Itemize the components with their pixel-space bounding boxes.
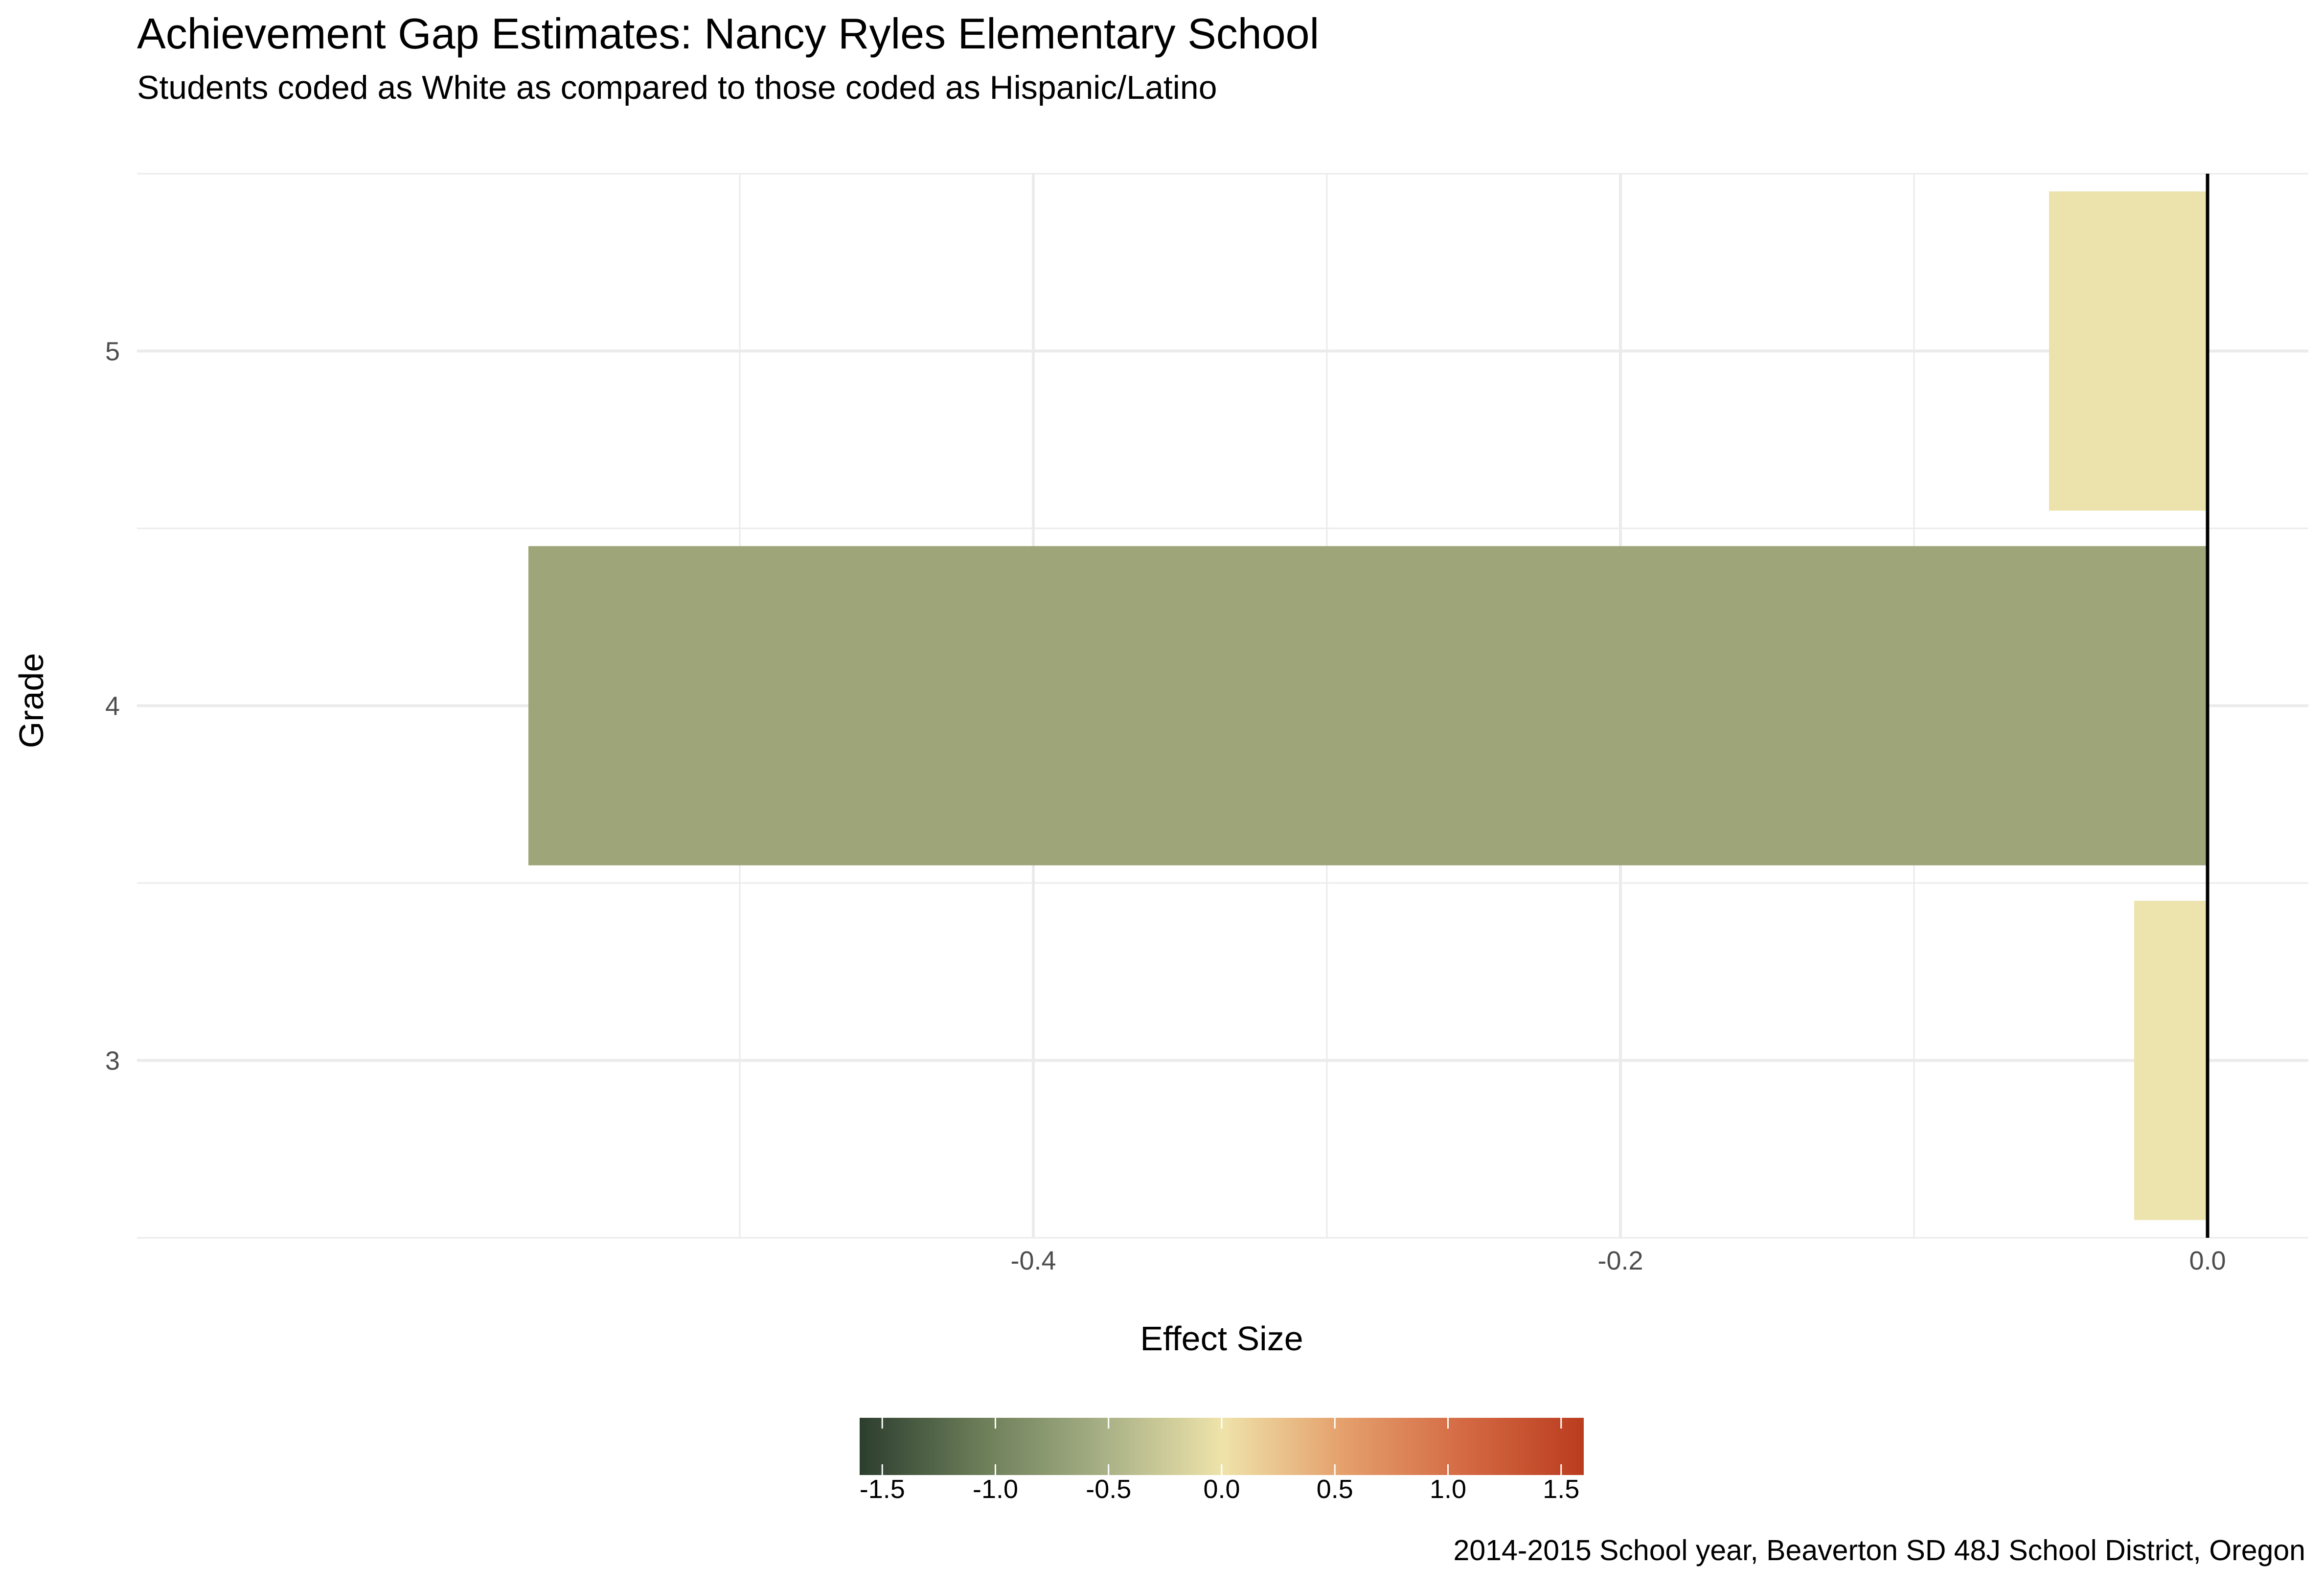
colorbar-tick-label: 0.5 — [1317, 1475, 1353, 1504]
chart-subtitle: Students coded as White as compared to t… — [137, 69, 1217, 106]
x-axis-title: Effect Size — [1140, 1319, 1303, 1358]
colorbar-tick-label: -1.5 — [860, 1475, 905, 1504]
y-tick-label: 4 — [105, 692, 120, 721]
y-tick-label: 3 — [105, 1046, 120, 1076]
colorbar-tick-label: 1.0 — [1430, 1475, 1466, 1504]
x-tick-label: -0.4 — [1010, 1246, 1056, 1275]
bars — [528, 191, 2208, 1220]
x-tick-label: -0.2 — [1597, 1246, 1643, 1275]
bar-grade-3 — [2134, 901, 2208, 1220]
y-tick-label: 5 — [105, 337, 120, 366]
colorbar-tick-label: -1.0 — [973, 1475, 1018, 1504]
x-tick-label: 0.0 — [2189, 1246, 2226, 1275]
bar-grade-5 — [2049, 191, 2208, 511]
bar-grade-4 — [528, 546, 2208, 865]
colorbar-tick-label: -0.5 — [1086, 1475, 1131, 1504]
chart-title: Achievement Gap Estimates: Nancy Ryles E… — [137, 9, 1320, 58]
axis-labels: -0.4 -0.2 0.0 3 4 5 — [105, 337, 2226, 1276]
y-axis-title: Grade — [12, 653, 50, 749]
colorbar-legend: -1.5 -1.0 -0.5 0.0 0.5 1.0 1.5 — [860, 1418, 1584, 1504]
chart-caption: 2014-2015 School year, Beaverton SD 48J … — [1453, 1534, 2305, 1567]
colorbar-tick-label: 1.5 — [1543, 1475, 1579, 1504]
colorbar-tick-label: 0.0 — [1203, 1475, 1240, 1504]
